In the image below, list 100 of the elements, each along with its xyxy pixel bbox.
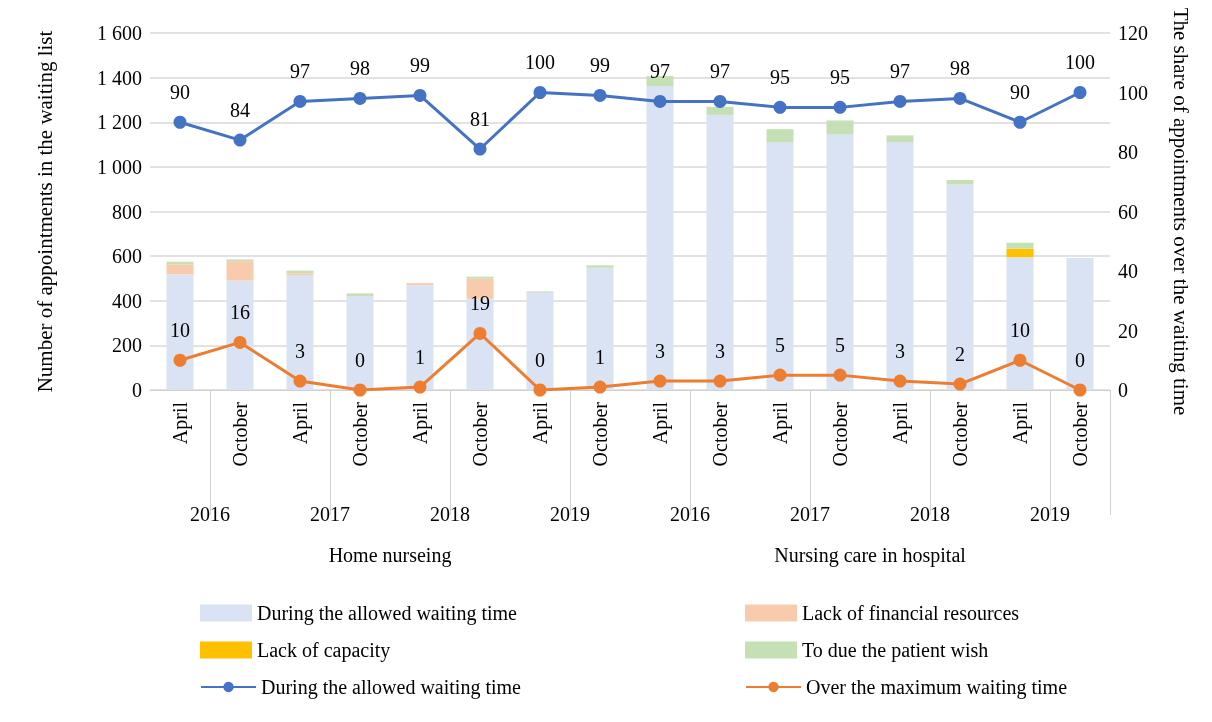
text: 2019	[1030, 503, 1070, 525]
point	[893, 374, 907, 388]
data-label: 16	[230, 300, 250, 323]
x-tick-label: April	[169, 401, 192, 445]
bar	[586, 267, 614, 390]
point	[593, 380, 607, 394]
legend-label: Lack of capacity	[257, 639, 391, 662]
bar	[1006, 248, 1034, 258]
x-tick-label: October	[1069, 401, 1091, 467]
point	[653, 374, 667, 388]
data-label: 0	[535, 348, 545, 371]
y2-tick-label: 20	[1118, 319, 1138, 342]
data-label: 84	[230, 98, 250, 121]
data-label: 3	[715, 339, 725, 362]
bar	[346, 296, 374, 390]
y2-tick-label: 60	[1118, 200, 1138, 223]
point	[233, 335, 247, 349]
x-tick-label: October	[709, 401, 731, 467]
point	[713, 94, 727, 108]
bar	[826, 120, 854, 135]
data-label: 97	[710, 59, 730, 82]
point	[173, 115, 187, 129]
data-label: 19	[470, 291, 490, 314]
data-label: 90	[170, 80, 190, 103]
bar	[1006, 257, 1034, 390]
point	[293, 94, 307, 108]
x-tick-label: October	[469, 401, 491, 467]
data-label: 1	[595, 345, 605, 368]
text: 2017	[790, 503, 830, 525]
point	[1013, 115, 1027, 129]
point	[413, 380, 427, 394]
bar	[646, 86, 674, 390]
bar	[286, 275, 314, 390]
x-tick-label: April	[289, 401, 312, 445]
text: 2016	[190, 503, 230, 525]
point	[1073, 86, 1087, 99]
point	[473, 142, 487, 156]
y-tick-label: 600	[112, 245, 142, 268]
bar	[526, 292, 554, 390]
x-tick-label: April	[409, 401, 432, 445]
point	[1013, 353, 1027, 367]
x-tick-label: April	[889, 401, 912, 445]
point	[833, 100, 847, 114]
bar	[466, 276, 494, 279]
point	[533, 383, 547, 397]
bar	[1066, 257, 1094, 390]
point	[1073, 383, 1087, 397]
bar	[406, 285, 434, 390]
x-tick-label: October	[949, 401, 971, 467]
y2-tick-label: 80	[1118, 141, 1138, 163]
data-label: 97	[650, 59, 670, 82]
point	[533, 86, 547, 99]
x-tick-label: October	[589, 401, 611, 467]
data-label: 0	[355, 348, 365, 371]
text: 2018	[430, 503, 470, 525]
bar	[946, 180, 974, 185]
bar	[466, 298, 494, 390]
x-tick-label: April	[529, 401, 552, 445]
data-label: 100	[525, 51, 555, 73]
text: Home nurseing	[328, 544, 452, 567]
bar	[1006, 242, 1034, 249]
bar	[886, 142, 914, 390]
bar	[766, 142, 794, 390]
bar	[706, 114, 734, 390]
data-label: 97	[290, 59, 310, 82]
point	[953, 377, 967, 391]
y-tick-label: 400	[112, 289, 142, 312]
bar	[166, 264, 194, 275]
y-tick-label: 1 200	[97, 111, 142, 134]
data-label: 95	[770, 65, 790, 88]
data-label: 98	[350, 56, 370, 79]
text: 2019	[550, 503, 590, 525]
data-label: 5	[835, 333, 845, 356]
bar	[646, 76, 674, 87]
point	[653, 94, 667, 108]
point	[593, 88, 607, 102]
data-label: 0	[1075, 348, 1085, 371]
data-label: 97	[890, 59, 910, 82]
point	[773, 368, 787, 382]
point	[353, 91, 367, 105]
y-tick-label: 800	[112, 200, 142, 223]
point	[293, 374, 307, 388]
point	[233, 133, 247, 147]
data-label: 81	[470, 107, 490, 130]
bar	[886, 135, 914, 143]
legend-label: To due the patient wish	[802, 639, 989, 662]
bar	[226, 261, 254, 281]
point	[173, 353, 187, 367]
y-tick-label: 1 400	[97, 66, 142, 89]
text: 2017	[310, 503, 350, 525]
point	[713, 374, 727, 388]
legend-label: Over the maximum waiting time	[806, 676, 1068, 699]
data-label: 99	[410, 53, 430, 76]
y-axis-title: Number of appointments in the waiting list	[32, 30, 57, 393]
y2-tick-label: 120	[1118, 22, 1148, 44]
data-label: 95	[830, 65, 850, 88]
bar	[706, 106, 734, 115]
bar	[826, 134, 854, 390]
data-label: 3	[295, 339, 305, 362]
bar	[226, 280, 254, 390]
